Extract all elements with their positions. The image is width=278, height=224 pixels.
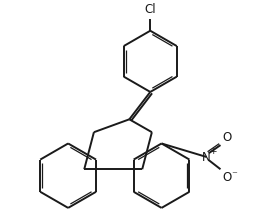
Text: ⁻: ⁻ bbox=[231, 171, 237, 181]
Text: O: O bbox=[222, 171, 232, 184]
Text: N: N bbox=[202, 151, 211, 164]
Text: +: + bbox=[209, 147, 216, 156]
Text: O: O bbox=[222, 131, 232, 144]
Text: Cl: Cl bbox=[145, 3, 156, 16]
